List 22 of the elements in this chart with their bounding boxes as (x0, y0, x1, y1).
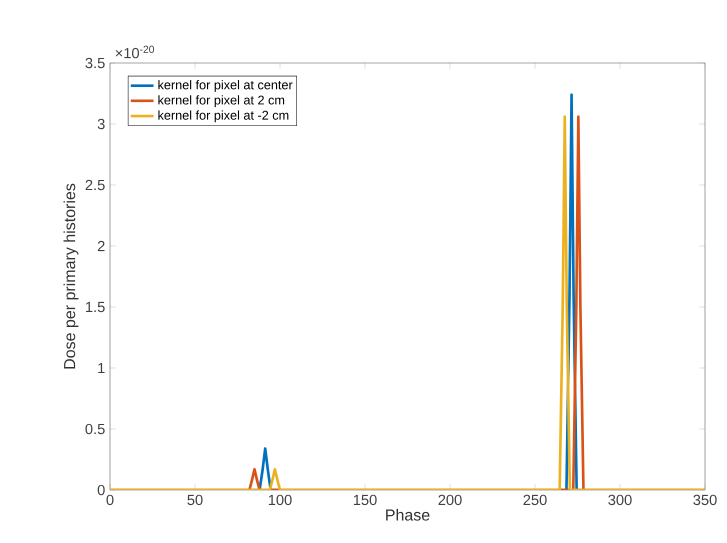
text: ×10$^{-20}$ (116, 46, 154, 58)
x-axis-title: Phase (386, 508, 430, 521)
x-tick-label: 250 (524, 494, 547, 506)
legend-label: kernel for pixel at center (158, 80, 292, 92)
legend-label: kernel for pixel at -2 cm (158, 110, 288, 122)
x-tick-label: 300 (608, 494, 632, 506)
x-tick-label: 50 (187, 494, 203, 506)
y-tick-label: 2.5 (86, 180, 105, 190)
x-tick-label: 200 (438, 494, 462, 506)
x-tick-label: 350 (693, 494, 717, 506)
x-tick-label: 0 (106, 494, 114, 506)
y-tick-label: 3 (98, 118, 105, 130)
y-tick-label: 2 (98, 240, 105, 252)
x-tick-label: 100 (268, 494, 292, 506)
y-tick-label: 3.5 (85, 58, 105, 68)
y-axis-title: Dose per primary histories (64, 184, 78, 369)
y-tick-label: 0.5 (85, 424, 105, 434)
legend-label: kernel for pixel at 2 cm (158, 95, 284, 108)
y-tick-label: 1 (98, 362, 105, 374)
y-tick-label: 1.5 (86, 302, 105, 312)
y-tick-label: 0 (98, 484, 105, 496)
x-tick-label: 150 (354, 494, 377, 506)
